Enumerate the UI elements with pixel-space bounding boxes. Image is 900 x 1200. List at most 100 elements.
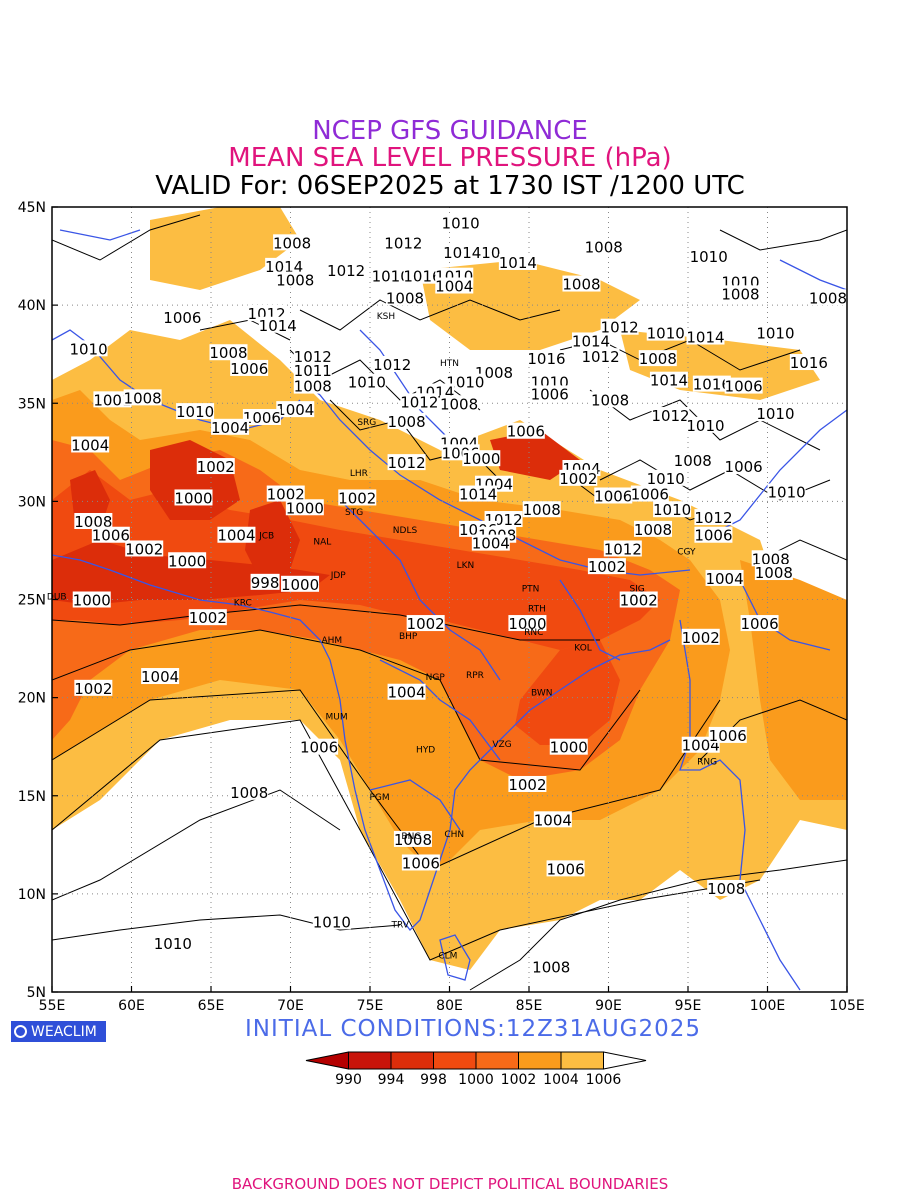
lon-tick-label: 75E (357, 998, 384, 1014)
isobar-label: 1008 (674, 452, 712, 470)
isobar-label-bg (69, 340, 108, 357)
isobar-label: 1006 (725, 378, 763, 396)
isobar-label: 1008 (639, 350, 677, 368)
isobar-label-bg (694, 509, 733, 526)
city-code: TRV (390, 920, 409, 930)
isobar-label-bg (141, 668, 180, 685)
isobar-label-bg (705, 569, 744, 586)
city-code: RNG (697, 757, 717, 767)
colorbar-level-label: 990 (335, 1072, 362, 1088)
colorbar-swatch (433, 1051, 477, 1070)
isobar-label-bg (549, 738, 588, 755)
isobar-label: 1004 (387, 684, 425, 702)
isobar-label-bg (209, 344, 248, 361)
colorbar-swatch (348, 1051, 392, 1070)
isobar-label-bg (312, 913, 351, 930)
isobar-label-bg (72, 591, 111, 608)
isobar-label-bg (630, 485, 669, 502)
isobar-label-bg (692, 375, 731, 392)
isobar-label: 1008 (585, 238, 623, 256)
isobar-label-bg (440, 395, 479, 412)
isobar-label: 1002 (407, 615, 445, 633)
isobar-label: 1008 (562, 276, 600, 294)
isobar-label: 1000 (281, 576, 319, 594)
isobar-label-bg (724, 458, 763, 475)
city-code: DUB (47, 593, 67, 603)
isobar-label-bg (230, 359, 269, 376)
lon-tick-label: 100E (750, 998, 786, 1014)
isobar-label-bg (443, 244, 482, 261)
isobar-label: 998 (251, 574, 280, 592)
lat-tick-label: 30N (18, 494, 46, 510)
city-code: PTN (522, 585, 540, 595)
isobar-label: 1010 (690, 248, 728, 266)
city-code: RPR (466, 671, 484, 681)
isobar-label: 1006 (740, 615, 778, 633)
isobar-label-bg (387, 412, 426, 429)
isobar-label: 1014 (572, 332, 610, 350)
isobar-label-bg (435, 277, 474, 294)
isobar-label: 1006 (507, 423, 545, 441)
isobar-label-bg (751, 550, 790, 567)
product-title: NCEP GFS GUIDANCE (312, 116, 588, 146)
colorbar-swatch (390, 1051, 434, 1070)
isobar-label: 1010 (647, 470, 685, 488)
isobar-label: 1012 (694, 509, 732, 527)
isobar-label-bg (646, 324, 685, 341)
isobar-label-bg (724, 377, 763, 394)
city-code: RNC (524, 628, 543, 638)
isobar-label-bg (649, 371, 688, 388)
isobar-label: 1008 (523, 501, 561, 519)
isobar-label-bg (646, 469, 685, 486)
isobar-label-bg (673, 452, 712, 469)
city-code: RTH (528, 604, 546, 614)
isobar-label-bg (619, 591, 658, 608)
isobar-label: 1012 (400, 393, 438, 411)
lon-tick-label: 65E (198, 998, 225, 1014)
isobar-label: 1002 (508, 776, 546, 794)
city-code: HTN (440, 359, 459, 369)
isobar-label: 1010 (446, 374, 484, 392)
city-code: NDLS (393, 526, 418, 536)
isobar-label: 1006 (531, 385, 569, 403)
isobar-label: 1006 (163, 309, 201, 327)
isobar-label: 1014 (265, 258, 303, 276)
isobar-label-bg (459, 485, 498, 502)
isobar-label: 1010 (756, 405, 794, 423)
isobar-label-bg (174, 489, 213, 506)
isobar-label: 1004 (217, 527, 255, 545)
city-code: KRC (234, 598, 252, 608)
isobar-label: 1016 (693, 376, 731, 394)
isobar-label-bg (93, 391, 132, 408)
isobar-label: 1008 (591, 391, 629, 409)
isobar-label: 1000 (462, 450, 500, 468)
colorbar-swatch (518, 1051, 562, 1070)
lon-tick-label: 60E (118, 998, 145, 1014)
isobar-label-bg (393, 830, 432, 847)
isobar-label: 1008 (707, 880, 745, 898)
lon-tick-label: 55E (39, 998, 66, 1014)
isobar-label: 1000 (73, 592, 111, 610)
isobar-label-bg (533, 811, 572, 828)
isobar-label-bg (74, 513, 113, 529)
isobar-label: 1002 (559, 470, 597, 488)
city-markers: KSH HTN SRG LHR STG NDLS NAL JDP LKN PTN RTH RNC KOL… (47, 312, 717, 962)
city-code: BHP (399, 632, 418, 642)
isobar-label: 1016 (790, 354, 828, 372)
city-code: PGM (369, 793, 389, 803)
isobar-label-bg (347, 373, 386, 390)
isobar-label-bg (708, 726, 747, 743)
isobar-label-bg (163, 308, 202, 325)
lon-tick-label: 105E (829, 998, 865, 1014)
lat-tick-label: 35N (18, 396, 46, 412)
isobar-label-bg (789, 354, 828, 371)
colorbar-swatch (603, 1051, 647, 1070)
isobar-label: 1008 (809, 289, 847, 307)
isobar-label: 1004 (211, 419, 249, 437)
isobar-label: 1002 (620, 592, 658, 610)
isobar-label-bg (196, 458, 235, 475)
product-subtitle: MEAN SEA LEVEL PRESSURE (hPa) (228, 143, 672, 173)
